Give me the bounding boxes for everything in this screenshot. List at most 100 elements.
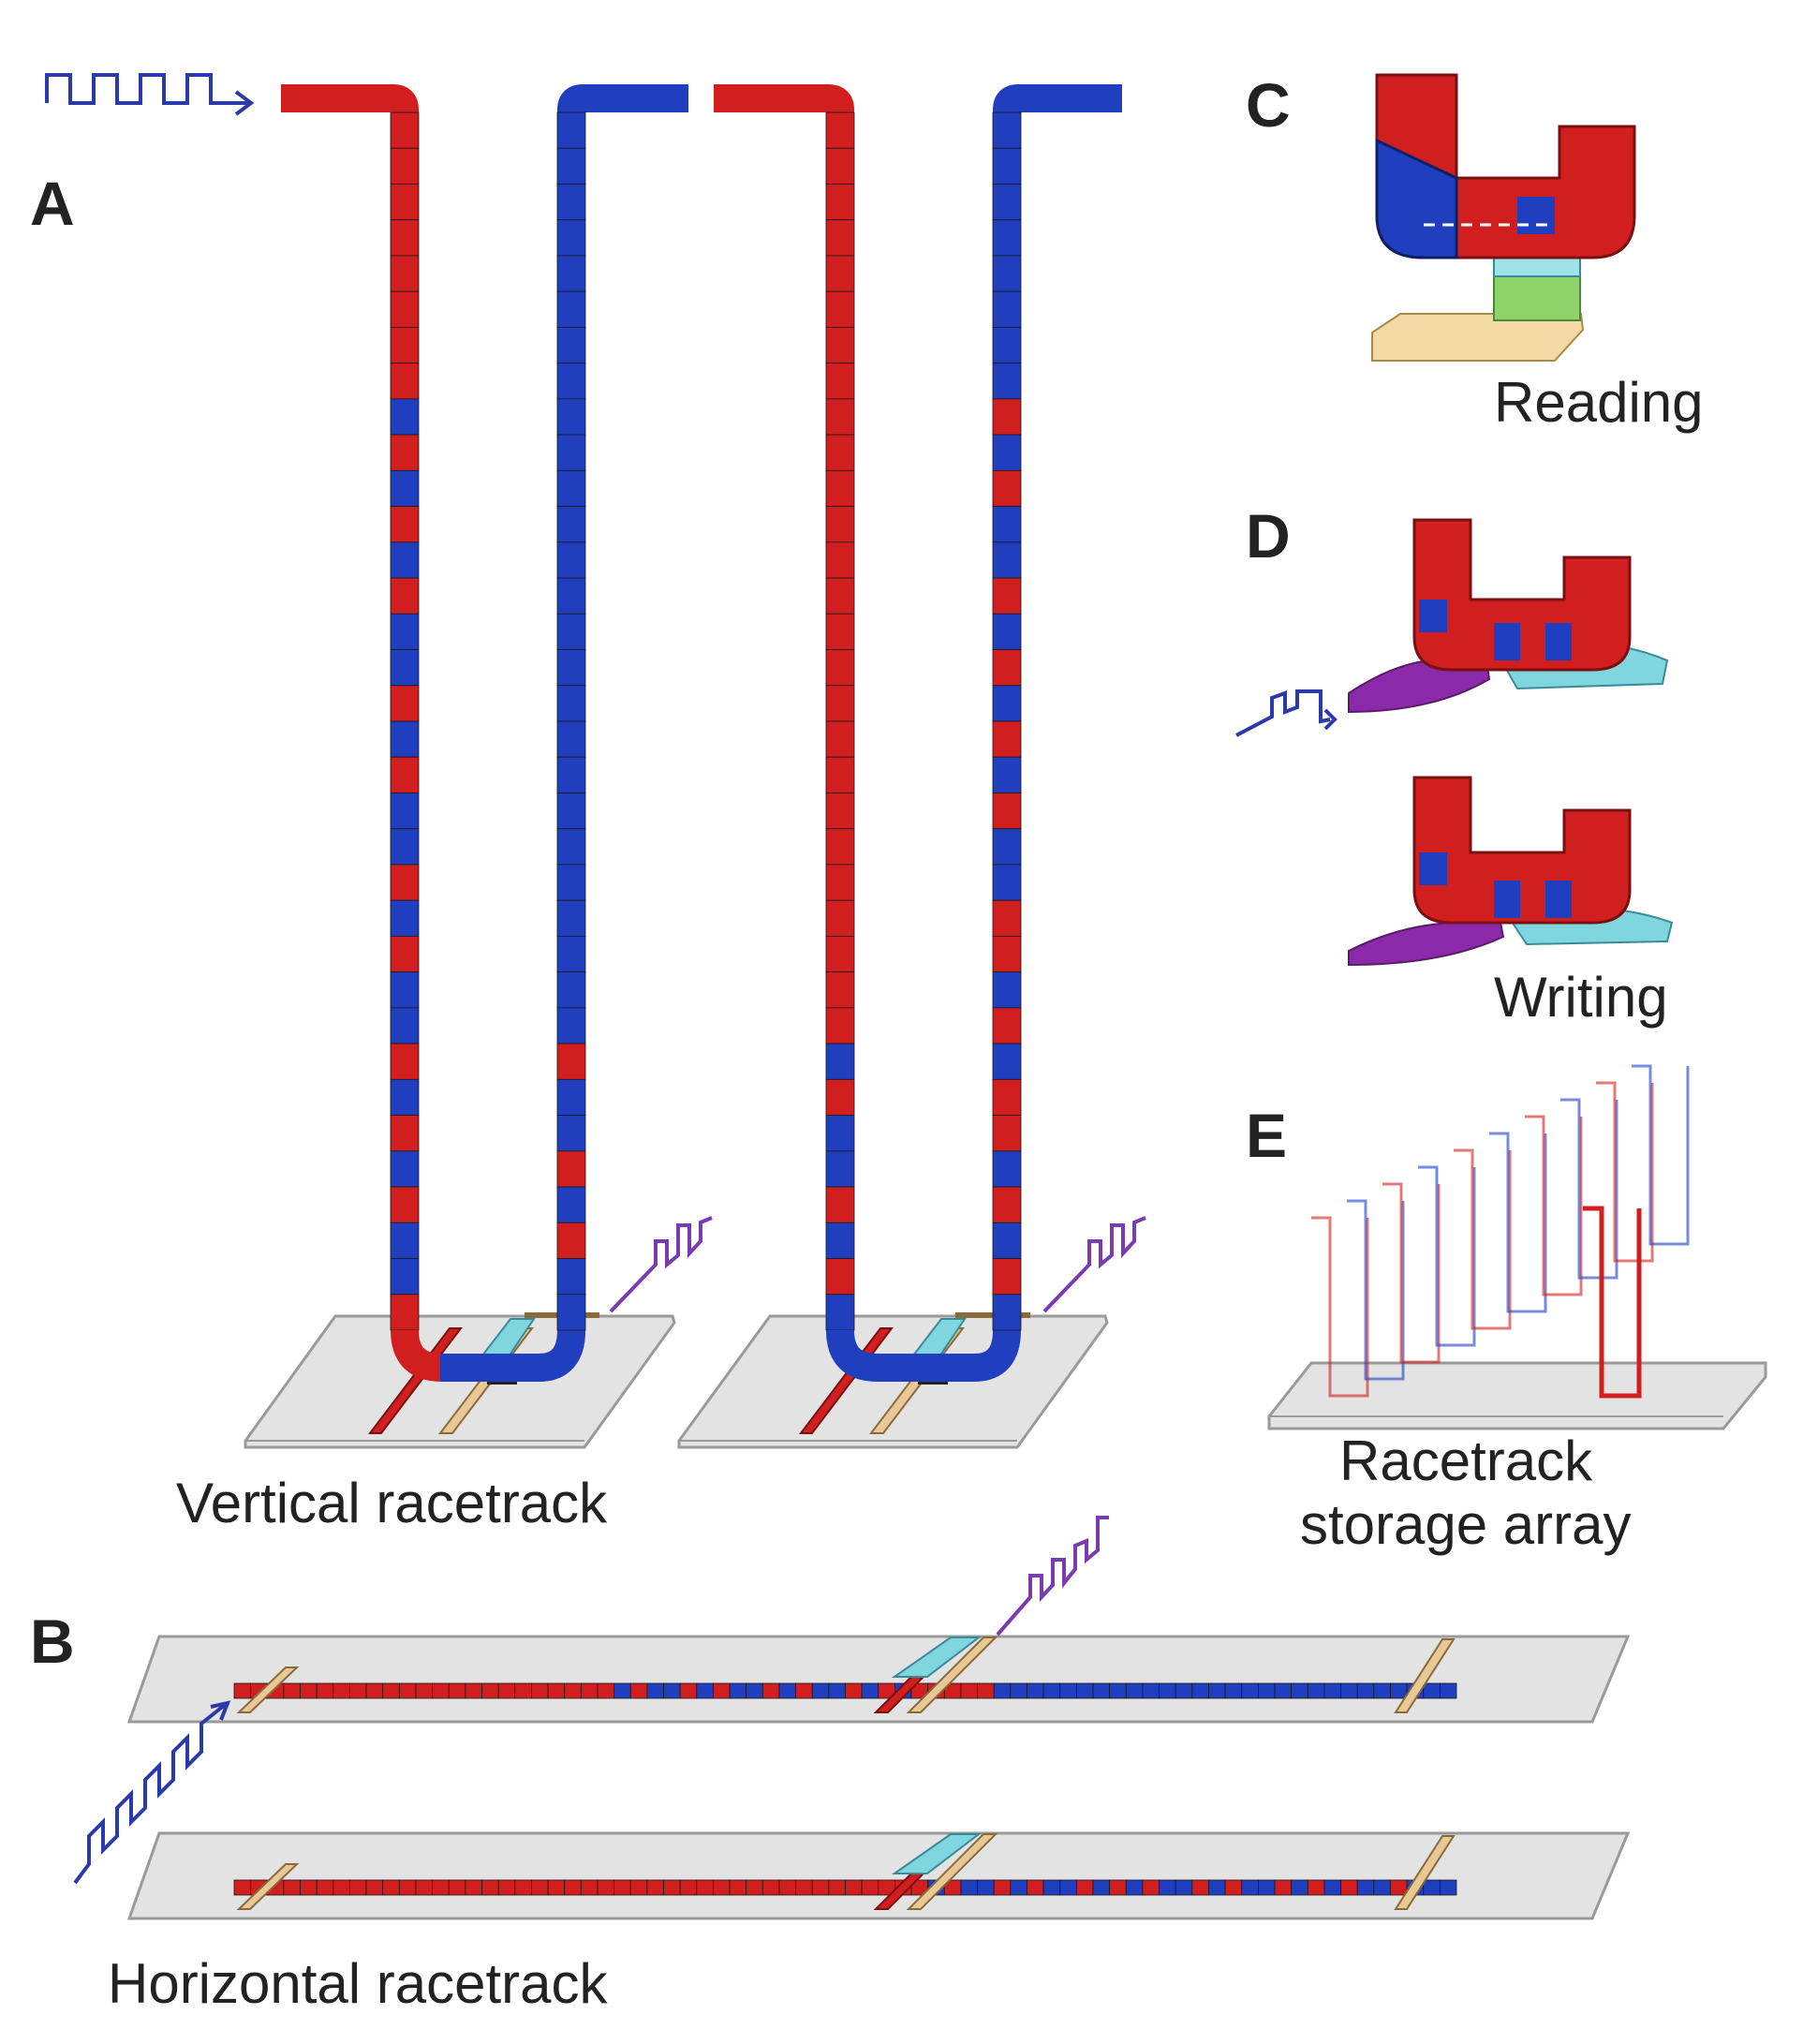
magnetic-domain (390, 327, 420, 364)
magnetic-domain (283, 1879, 301, 1896)
magnetic-domain (390, 971, 420, 1009)
magnetic-domain (390, 577, 420, 615)
magnetic-domain (825, 577, 855, 615)
magnetic-domain (992, 828, 1022, 866)
magnetic-domain (845, 1879, 863, 1896)
magnetic-domain (390, 219, 420, 257)
magnetic-domain (390, 1258, 420, 1296)
magnetic-domain (992, 184, 1022, 221)
panel-d: D Writing (1235, 501, 1674, 1029)
storage-racetrack (1418, 1165, 1476, 1347)
magnetic-domain (825, 219, 855, 257)
magnetic-domain (992, 290, 1022, 328)
magnetic-domain (825, 1043, 855, 1080)
magnetic-domain (825, 434, 855, 471)
magnetic-domain (1323, 1879, 1341, 1896)
magnetic-domain (1373, 1682, 1391, 1699)
magnetic-domain (746, 1682, 763, 1699)
magnetic-domain (992, 255, 1022, 292)
magnetic-domain (825, 936, 855, 973)
magnetic-domain (556, 613, 586, 650)
magnetic-domain (1291, 1682, 1308, 1699)
reading-device-illustration (1371, 73, 1636, 362)
caption-vertical-racetrack: Vertical racetrack (176, 1472, 608, 1534)
magnetic-domain (1241, 1682, 1259, 1699)
storage-racetrack (1454, 1148, 1512, 1330)
magnetic-domain (1027, 1682, 1044, 1699)
magnetic-domain (349, 1879, 367, 1896)
magnetic-domain (398, 1879, 417, 1896)
magnetic-domain (992, 469, 1022, 507)
magnetic-domain (663, 1682, 681, 1699)
magnetic-domain (556, 541, 586, 579)
magnetic-domain (1175, 1879, 1193, 1896)
vertical-racetrack-1 (281, 84, 688, 1382)
magnetic-domain (992, 1258, 1022, 1296)
magnetic-domain (992, 936, 1022, 973)
magnetic-domain (390, 469, 420, 507)
magnetic-domain (1390, 1879, 1408, 1896)
magnetic-domain (1109, 1879, 1127, 1896)
read-pulse-2-icon (1042, 1216, 1146, 1313)
magnetic-domain (390, 290, 420, 328)
magnetic-domain (556, 685, 586, 722)
magnetic-domain (398, 1682, 417, 1699)
magnetic-domain (580, 1682, 599, 1699)
magnetic-domain (1274, 1682, 1293, 1699)
magnetic-domain (1142, 1879, 1160, 1896)
panel-b-letter: B (30, 1607, 75, 1676)
magnetic-domain (1125, 1879, 1144, 1896)
magnetic-domain (1125, 1682, 1144, 1699)
magnetic-domain (432, 1879, 450, 1896)
magnetic-domain (300, 1682, 318, 1699)
magnetic-domain (992, 971, 1022, 1009)
magnetic-domain (845, 1682, 863, 1699)
magnetic-domain (390, 1078, 420, 1116)
magnetic-domain (556, 864, 586, 901)
magnetic-domain (556, 792, 586, 830)
magnetic-domain (646, 1879, 664, 1896)
magnetic-domain (992, 506, 1022, 543)
magnetic-domain (390, 1007, 420, 1044)
magnetic-domain (992, 756, 1022, 793)
magnetic-domain (992, 899, 1022, 937)
magnetic-domain (564, 1879, 582, 1896)
horizontal-racetrack-1 (233, 1682, 1457, 1699)
magnetic-domain (729, 1682, 747, 1699)
magnetic-domain (825, 864, 855, 901)
magnetic-domain (531, 1879, 549, 1896)
magnetic-domain (825, 1222, 855, 1259)
magnetic-domain (761, 1682, 780, 1699)
magnetic-domain (992, 1115, 1022, 1152)
magnetic-domain (390, 434, 420, 471)
magnetic-domain (481, 1682, 499, 1699)
magnetic-domain (613, 1879, 631, 1896)
magnetic-domain (761, 1879, 780, 1896)
magnetic-domain (825, 290, 855, 328)
magnetic-domain (390, 828, 420, 866)
magnetic-domain (696, 1879, 714, 1896)
magnetic-domain (993, 1879, 1012, 1896)
horizontal-substrate-2 (126, 1831, 1631, 1920)
magnetic-domain (390, 184, 420, 221)
storage-array-racetracks (1311, 1064, 1690, 1399)
magnetic-domain (977, 1682, 995, 1699)
magnetic-domain (825, 363, 855, 400)
storage-racetrack (1632, 1064, 1690, 1246)
magnetic-domain (597, 1879, 615, 1896)
magnetic-domain (316, 1682, 334, 1699)
storage-racetrack (1596, 1081, 1654, 1263)
storage-racetrack (1489, 1132, 1547, 1313)
magnetic-domain (1257, 1879, 1276, 1896)
magnetic-domain (556, 1043, 586, 1080)
magnetic-domain (1059, 1682, 1077, 1699)
highlighted-racetrack (1583, 1206, 1642, 1399)
magnetic-domain (514, 1682, 532, 1699)
horizontal-input-pulse-icon (73, 1700, 231, 1885)
magnetic-domain (825, 720, 855, 758)
magnetic-domain (828, 1682, 846, 1699)
horizontal-contacts-2 (236, 1833, 1456, 1910)
magnetic-domain (556, 577, 586, 615)
panel-b: B (30, 1516, 1631, 2015)
magnetic-domain (992, 720, 1022, 758)
